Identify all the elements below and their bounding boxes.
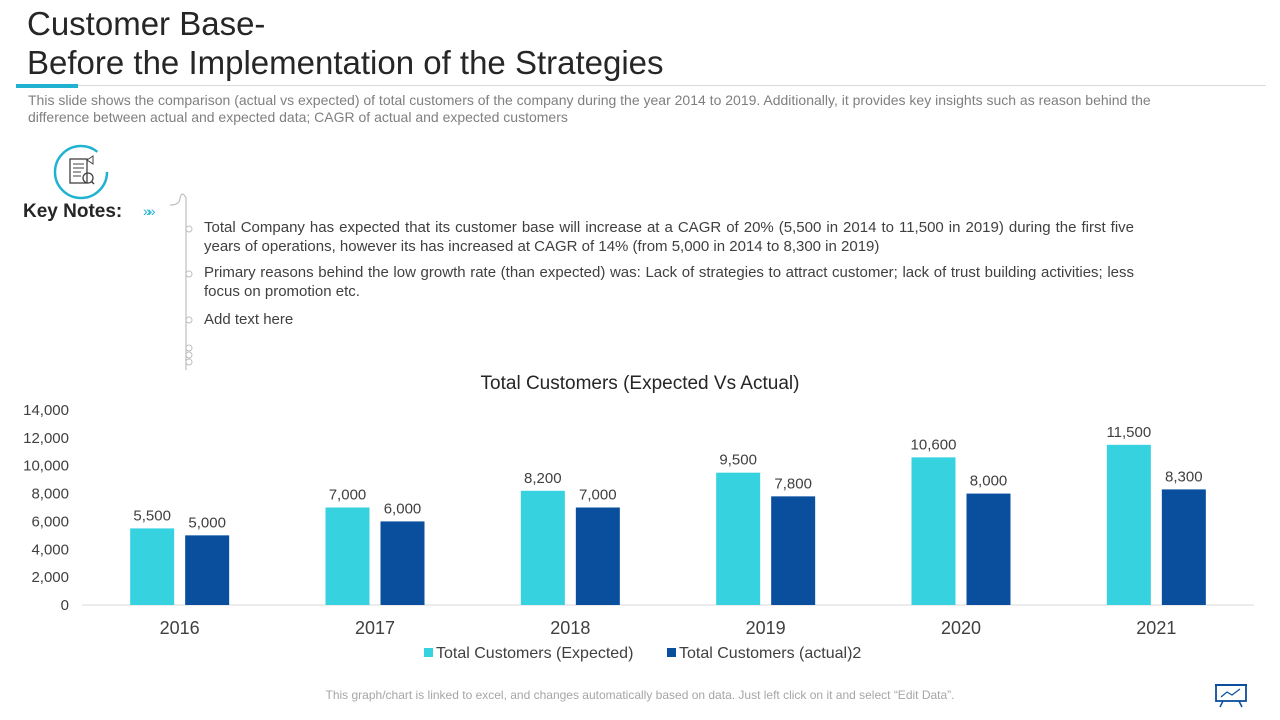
data-label-expected: 11,500 (1106, 424, 1151, 441)
bar-expected (325, 507, 370, 605)
y-tick-label: 6,000 (31, 513, 69, 530)
legend-expected-label: Total Customers (Expected) (436, 645, 633, 662)
data-label-expected: 5,500 (133, 507, 171, 524)
page-title: Customer Base- Before the Implementation… (27, 4, 1227, 82)
y-tick-label: 0 (61, 597, 69, 614)
bar-actual (1161, 489, 1206, 605)
data-label-expected: 8,200 (524, 470, 562, 487)
data-label-actual: 6,000 (384, 500, 422, 517)
footer-note: This graph/chart is linked to excel, and… (325, 688, 955, 702)
title-accent-bar (16, 84, 78, 88)
legend-expected-swatch (424, 648, 433, 657)
x-tick-label: 2020 (941, 618, 981, 638)
data-label-actual: 5,000 (188, 514, 226, 531)
data-label-actual: 8,000 (970, 473, 1008, 490)
y-tick-label: 2,000 (31, 569, 69, 586)
y-tick-label: 12,000 (23, 430, 69, 447)
bar-expected (520, 490, 565, 605)
x-tick-label: 2019 (746, 618, 786, 638)
bar-expected (130, 528, 175, 605)
title-line-2: Before the Implementation of the Strateg… (27, 44, 664, 81)
data-label-expected: 9,500 (719, 452, 757, 469)
bar-expected (911, 457, 956, 605)
chart-title: Total Customers (Expected Vs Actual) (481, 373, 800, 394)
key-note-3[interactable]: Add text here (204, 311, 294, 328)
bar-actual (380, 521, 425, 605)
title-divider (16, 85, 1266, 86)
key-note-2: Primary reasons behind the low growth ra… (204, 264, 1134, 300)
key-note-1: Total Company has expected that its cust… (204, 219, 1134, 255)
y-tick-label: 8,000 (31, 486, 69, 503)
notes-timeline-connector (170, 193, 193, 370)
bar-actual (771, 496, 816, 605)
x-tick-label: 2017 (355, 618, 395, 638)
notes-report-icon (53, 144, 109, 200)
x-tick-label: 2021 (1136, 618, 1176, 638)
slide-description: This slide shows the comparison (actual … (28, 92, 1151, 125)
y-tick-label: 4,000 (31, 541, 69, 558)
x-tick-label: 2018 (550, 618, 590, 638)
data-label-actual: 7,000 (579, 487, 617, 504)
bar-expected (1106, 444, 1151, 605)
data-label-actual: 8,300 (1165, 468, 1203, 485)
data-label-actual: 7,800 (774, 475, 812, 492)
y-tick-label: 10,000 (23, 458, 69, 475)
chevrons-right-icon: »» (143, 203, 155, 219)
x-tick-label: 2016 (160, 618, 200, 638)
customers-chart[interactable]: Total Customers (Expected Vs Actual) 0 2,0… (0, 360, 1280, 680)
bar-expected (716, 472, 761, 605)
bar-actual (966, 493, 1011, 605)
key-notes-label: Key Notes: (23, 201, 123, 222)
data-label-expected: 7,000 (329, 487, 367, 504)
presentation-screen-icon (1215, 684, 1247, 708)
bar-actual (185, 535, 230, 605)
customers-bar-chart[interactable]: Total Customers (Expected Vs Actual) 0 2,0… (0, 360, 1280, 680)
legend-actual-swatch (667, 648, 676, 657)
legend-actual-label: Total Customers (actual)2 (679, 645, 861, 662)
y-tick-label: 14,000 (23, 402, 69, 419)
title-line-1: Customer Base- (27, 5, 266, 42)
data-label-expected: 10,600 (911, 436, 957, 453)
bar-actual (575, 507, 620, 605)
